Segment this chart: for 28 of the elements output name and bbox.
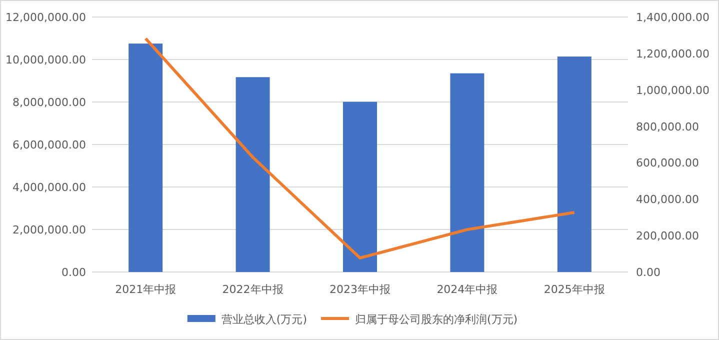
bar [450, 73, 484, 272]
bar [128, 44, 163, 272]
x-tick-label: 2023年中报 [330, 283, 390, 296]
y-tick-label: 8,000,000.00 [12, 96, 86, 109]
bar [236, 77, 270, 272]
y2-tick-label: 800,000.00 [636, 120, 699, 134]
y-tick-label: 4,000,000.00 [12, 181, 86, 194]
y2-tick-label: 1,400,000.00 [636, 11, 710, 24]
y2-tick-label: 200,000.00 [636, 230, 699, 243]
x-tick-label: 2024年中报 [436, 283, 498, 296]
y2-tick-label: 600,000.00 [636, 156, 699, 170]
x-tick-label: 2022年中报 [222, 283, 284, 296]
legend-label: 营业总收入(万元) [221, 313, 307, 326]
y-tick-label: 6,000,000.00 [12, 138, 86, 152]
y2-tick-label: 1,000,000.00 [636, 84, 710, 97]
line-series [144, 36, 576, 260]
x-tick-label: 2025年中报 [544, 283, 605, 296]
x-tick-label: 2021年中报 [115, 283, 176, 296]
y2-tick-label: 0.00 [636, 266, 660, 279]
legend-label: 归属于母公司股东的净利润(万元) [355, 313, 518, 326]
y2-tick-label: 1,200,000.00 [636, 47, 710, 60]
y-tick-label: 2,000,000.00 [12, 224, 86, 236]
bar [557, 56, 592, 272]
y-tick-label: 0.00 [62, 266, 86, 279]
y-tick-label: 12,000,000.00 [6, 11, 86, 24]
y-tick-label: 10,000,000.00 [6, 54, 86, 66]
y2-tick-label: 400,000.00 [636, 193, 699, 206]
bar [343, 102, 377, 272]
